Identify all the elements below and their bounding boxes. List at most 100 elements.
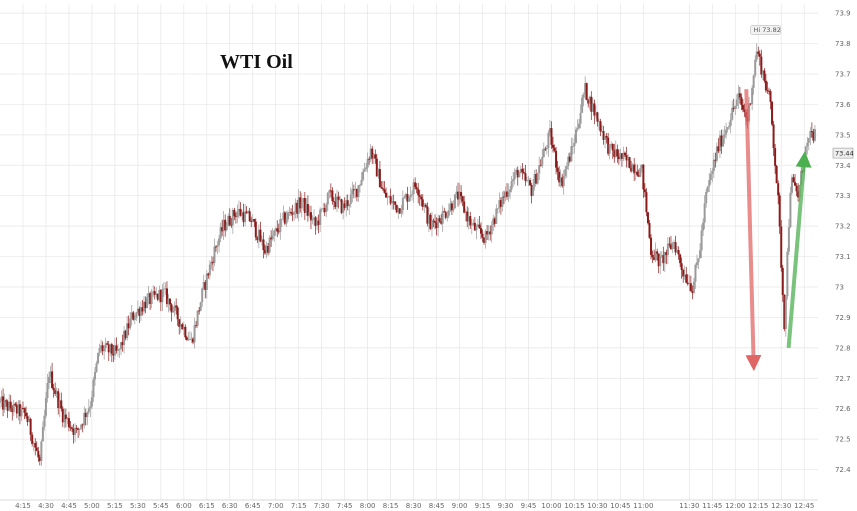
candle-body <box>121 342 124 345</box>
candle-body <box>794 182 797 186</box>
candle-body <box>650 237 653 255</box>
candle-body <box>286 212 289 220</box>
candle-body <box>228 215 231 225</box>
candle-body <box>109 344 112 353</box>
y-tick-label: 73.9 <box>835 10 851 18</box>
candle-body <box>267 245 270 253</box>
candle-body <box>449 203 452 211</box>
candle-body <box>694 264 697 282</box>
candle-body <box>86 412 89 418</box>
candle-body <box>156 293 159 300</box>
candle-body <box>11 408 14 413</box>
candle-body <box>634 171 637 174</box>
candle-body <box>561 177 564 187</box>
candle-body <box>319 209 322 225</box>
candle-body <box>656 251 659 254</box>
candle-body <box>132 312 135 320</box>
candle-body <box>257 229 260 241</box>
candle-body <box>97 352 100 364</box>
x-tick-label: 10:00 <box>541 502 561 510</box>
candle-body <box>679 254 682 264</box>
candle-body <box>123 330 126 345</box>
x-tick-label: 8:00 <box>360 502 376 510</box>
candle-body <box>311 218 314 221</box>
x-tick-label: 8:15 <box>383 502 399 510</box>
candle-body <box>447 210 450 216</box>
candle-body <box>607 137 610 154</box>
candle-body <box>40 441 43 461</box>
candle-body <box>363 169 366 172</box>
candle-body <box>20 407 23 417</box>
candle-body <box>671 243 674 250</box>
candle-body <box>682 269 685 277</box>
candle-body <box>75 427 78 429</box>
candle-body <box>616 149 619 157</box>
candle-body <box>234 216 237 218</box>
candle-body <box>608 144 611 154</box>
candle-body <box>562 175 565 187</box>
candle-body <box>772 124 775 149</box>
candle-body <box>29 418 32 435</box>
candle-body <box>437 218 440 229</box>
candle-body <box>264 250 267 254</box>
candle-body <box>642 164 645 190</box>
candle-body <box>153 291 156 295</box>
candle-body <box>717 146 720 152</box>
candle-body <box>424 204 427 207</box>
candle-body <box>764 80 767 91</box>
candle-body <box>787 227 790 252</box>
candle-body <box>340 199 343 213</box>
candle-body <box>797 191 800 198</box>
candle-body <box>362 171 365 180</box>
candle-body <box>711 170 714 174</box>
candle-body <box>231 209 234 226</box>
candle-body <box>553 147 556 151</box>
candle-body <box>559 177 562 183</box>
hi-label: Hi 73.82 <box>754 26 781 34</box>
candle-body <box>101 345 104 352</box>
candle-body <box>368 158 371 160</box>
candle-body <box>539 165 542 167</box>
candle-body <box>792 177 795 183</box>
candle-body <box>23 408 26 413</box>
candle-body <box>276 228 279 232</box>
candle-body <box>778 195 781 227</box>
candle-body <box>510 181 513 190</box>
candle-body <box>737 93 740 100</box>
candle-body <box>576 128 579 130</box>
candle-body <box>786 251 789 297</box>
candle-body <box>659 256 662 267</box>
candle-body <box>273 230 276 236</box>
candle-body <box>567 156 570 167</box>
candle-body <box>173 305 176 311</box>
candle-body <box>58 400 61 409</box>
candle-body <box>533 174 536 187</box>
candle-body <box>308 212 311 216</box>
candle-body <box>28 418 31 422</box>
candle-body <box>176 307 179 320</box>
candle-body <box>254 221 257 238</box>
candle-body <box>63 414 66 423</box>
candle-body <box>408 197 410 202</box>
candle-body <box>115 345 118 351</box>
candle-body <box>398 208 401 214</box>
candle-body <box>52 387 55 391</box>
candle-body <box>469 216 472 226</box>
candle-body <box>432 220 435 222</box>
candle-body <box>525 180 528 182</box>
candle-body <box>709 173 712 181</box>
x-tick-label: 10:45 <box>610 502 630 510</box>
candle-body <box>316 220 319 226</box>
candle-body <box>714 159 717 161</box>
candle-body <box>476 224 479 227</box>
candle-body <box>648 223 651 238</box>
candle-body <box>305 204 308 213</box>
candle-body <box>297 197 300 214</box>
candle-body <box>558 171 561 183</box>
candle-body <box>342 203 345 213</box>
candle-body <box>810 131 813 132</box>
candle-body <box>763 70 766 81</box>
candle-body <box>5 400 8 402</box>
candle-body <box>414 182 417 188</box>
candle-body <box>665 252 668 256</box>
